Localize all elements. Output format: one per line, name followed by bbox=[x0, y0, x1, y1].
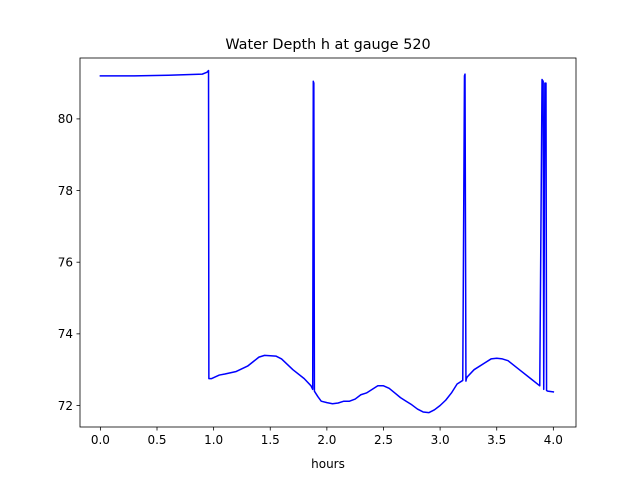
x-tick-label: 2.5 bbox=[374, 433, 393, 447]
x-tick-label: 0.5 bbox=[147, 433, 166, 447]
x-tick-label: 0.0 bbox=[91, 433, 110, 447]
series-line-0 bbox=[99, 69, 555, 414]
y-tick-label: 74 bbox=[58, 327, 73, 341]
x-tick-label: 2.0 bbox=[317, 433, 336, 447]
x-tick-label: 1.5 bbox=[261, 433, 280, 447]
y-tick-label: 72 bbox=[58, 399, 73, 413]
x-tick-label: 3.5 bbox=[487, 433, 506, 447]
y-tick-label: 80 bbox=[58, 112, 73, 126]
chart-title: Water Depth h at gauge 520 bbox=[225, 37, 430, 53]
plot-area: 0.0 0.5 1.0 1.5 2.0 2.5 3.0 3.5 4.0 72 74 76 78 80 bbox=[58, 57, 577, 447]
x-tick-label: 3.0 bbox=[431, 433, 450, 447]
axes-frame bbox=[79, 57, 577, 428]
y-tick-label: 78 bbox=[58, 184, 73, 198]
x-axis-label: hours bbox=[311, 457, 345, 471]
x-tick-label: 1.0 bbox=[204, 433, 223, 447]
y-tick-label: 76 bbox=[58, 256, 73, 270]
x-tick-label: 4.0 bbox=[544, 433, 563, 447]
